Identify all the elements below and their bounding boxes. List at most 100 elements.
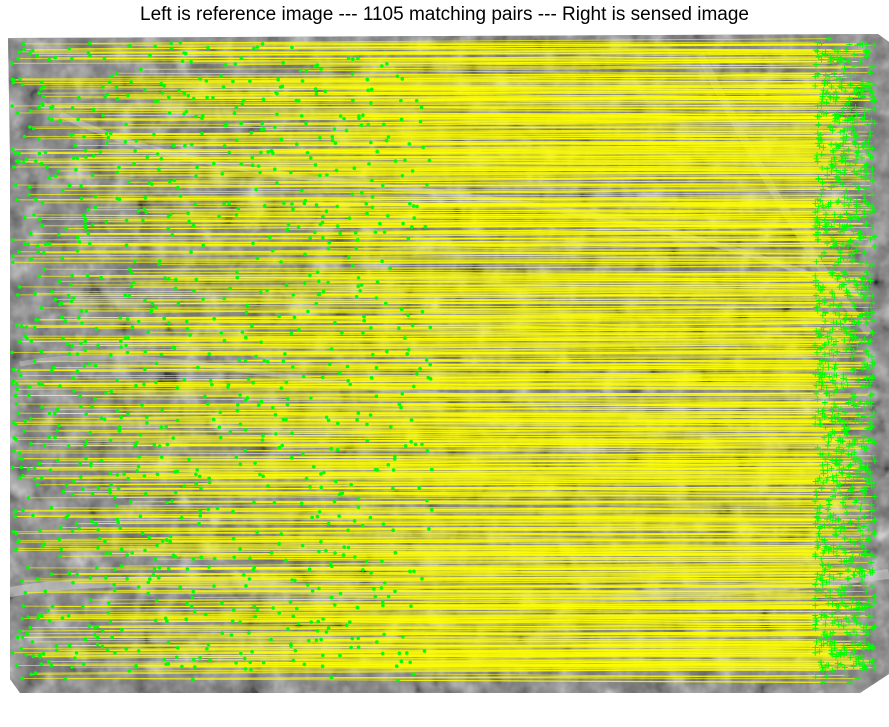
reference-keypoint [51,365,56,370]
sensed-keypoint [850,650,857,657]
reference-keypoint [84,309,89,313]
reference-keypoint [148,577,152,581]
match-line [408,347,850,351]
reference-keypoint [125,317,130,321]
sensed-keypoint [830,575,837,582]
reference-keypoint [88,576,93,580]
match-line [49,238,871,245]
reference-keypoint [227,201,231,205]
sensed-keypoint [836,418,843,425]
sensed-keypoint [846,473,853,480]
reference-keypoint [191,96,196,101]
match-line [114,580,863,586]
sensed-keypoint [837,255,844,262]
reference-keypoint [351,57,355,61]
reference-keypoint [193,202,198,207]
reference-keypoint [239,162,244,166]
sensed-keypoint [837,528,844,534]
sensed-keypoint [829,163,836,170]
sensed-keypoint [832,242,839,249]
match-line [274,502,846,508]
sensed-keypoint [869,224,876,231]
reference-keypoint [266,150,271,154]
reference-keypoint [26,566,30,570]
sensed-keypoint [870,64,877,70]
reference-keypoint [194,472,198,477]
sensed-keypoint [844,431,851,438]
reference-keypoint [61,336,65,341]
reference-keypoint [27,393,31,398]
reference-keypoint [313,87,318,91]
sensed-keypoint [839,470,846,477]
reference-keypoint [134,383,138,388]
reference-keypoint [412,216,417,220]
reference-keypoint [346,528,350,533]
reference-keypoint [143,196,148,200]
match-line [334,317,847,324]
sensed-keypoint [840,324,847,331]
sensed-keypoint [833,167,840,174]
reference-keypoint [142,382,146,387]
reference-keypoint [17,538,21,543]
sensed-keypoint [813,292,819,299]
sensed-keypoint [862,292,869,299]
sensed-keypoint [812,342,818,349]
match-line [337,422,872,427]
sensed-keypoint [827,514,834,520]
reference-keypoint [87,624,92,628]
match-line [72,130,833,135]
match-line [377,281,863,285]
match-line [381,65,845,69]
sensed-keypoint [818,40,825,47]
sensed-keypoint [829,127,836,134]
reference-keypoint [145,421,149,425]
reference-keypoint [281,359,286,364]
sensed-keypoint [824,516,831,523]
reference-keypoint [395,74,400,79]
reference-keypoint [309,396,313,400]
sensed-keypoint [866,271,873,277]
reference-keypoint [67,183,72,188]
reference-keypoint [32,477,37,481]
reference-keypoint [200,131,204,136]
sensed-keypoint [850,348,857,354]
sensed-keypoint [820,640,827,647]
reference-keypoint [21,604,26,608]
reference-keypoint [55,648,59,653]
sensed-keypoint [816,373,823,380]
reference-keypoint [64,483,69,487]
sensed-keypoint [814,571,821,578]
reference-keypoint [17,250,21,254]
reference-keypoint [13,151,17,155]
reference-keypoint [238,620,242,625]
reference-keypoint [10,465,15,470]
reference-keypoint [42,267,47,271]
sensed-keypoint [871,42,877,49]
reference-keypoint [428,377,433,381]
reference-keypoint [72,479,76,484]
sensed-keypoint [847,519,854,526]
reference-keypoint [401,221,405,226]
sensed-keypoint [838,406,844,412]
sensed-keypoint [866,659,873,666]
sensed-keypoint [812,674,819,681]
reference-keypoint [41,103,45,107]
reference-keypoint [95,624,100,629]
sensed-keypoint [817,450,824,457]
match-line [80,395,871,397]
reference-keypoint [223,123,228,128]
match-line [294,575,823,581]
match-line [200,506,821,512]
sensed-keypoint [841,645,848,651]
reference-keypoint [418,119,423,124]
sensed-keypoint [847,81,854,88]
reference-keypoint [374,296,379,300]
sensed-keypoint [837,169,844,176]
reference-keypoint [250,323,254,328]
reference-keypoint [272,501,277,505]
match-line [390,265,872,269]
reference-keypoint [393,589,397,594]
reference-keypoint [238,393,242,397]
sensed-keypoint [812,73,819,80]
reference-keypoint [124,647,128,651]
